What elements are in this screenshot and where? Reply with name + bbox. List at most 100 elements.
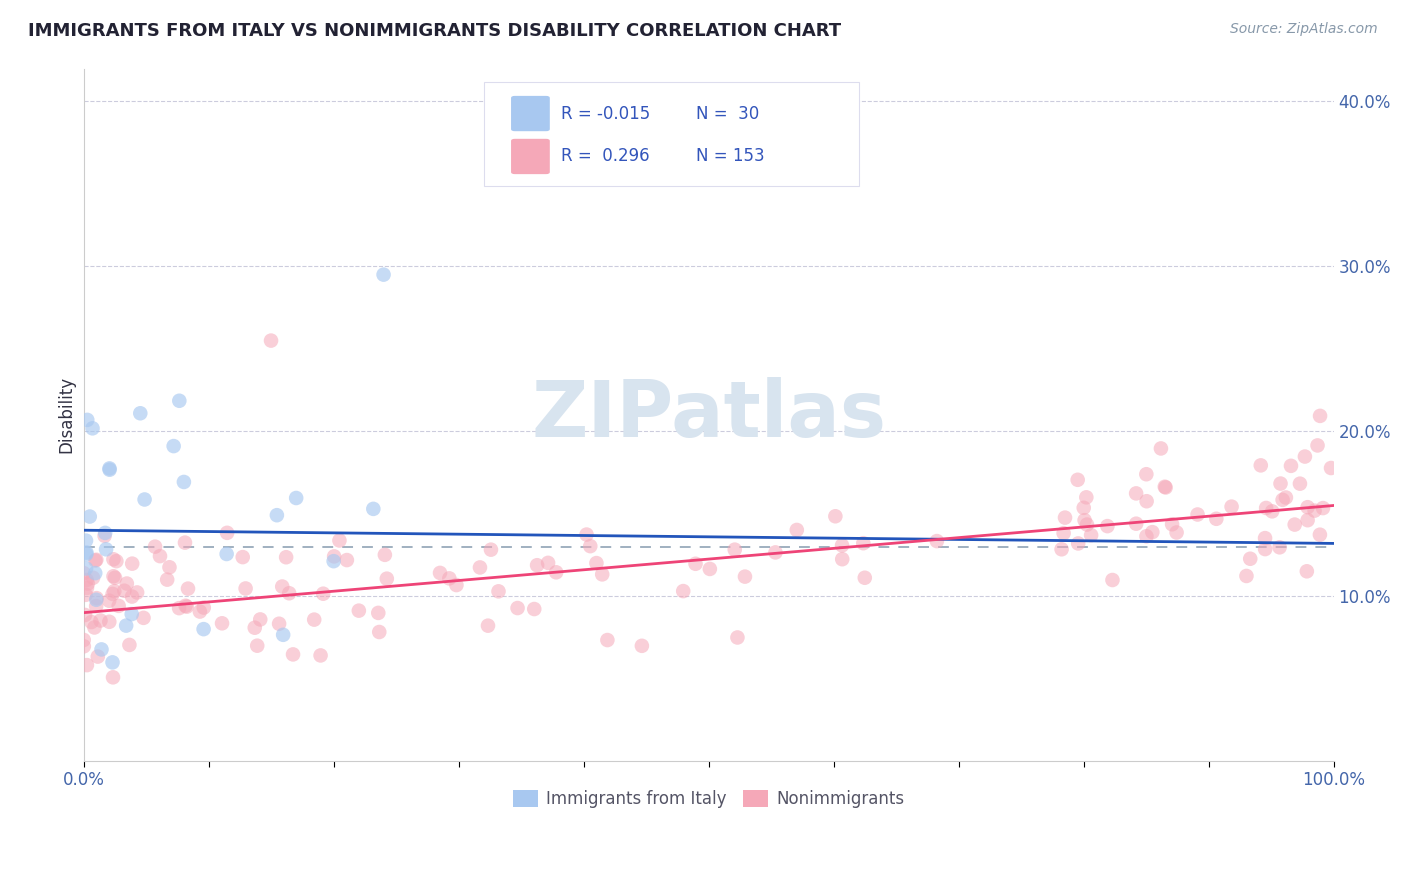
Point: [824, 509, 846, 524]
Point: [1136, 494, 1159, 508]
Point: [672, 584, 695, 599]
Point: [1279, 458, 1302, 473]
Point: [75, 561, 97, 575]
Point: [103, 584, 125, 599]
Point: [831, 552, 853, 566]
Point: [373, 268, 395, 282]
Point: [98, 463, 121, 477]
Point: [101, 656, 124, 670]
Point: [101, 587, 124, 601]
Point: [105, 554, 128, 568]
Point: [446, 578, 468, 592]
Point: [121, 590, 143, 604]
Point: [1261, 504, 1284, 518]
Point: [374, 548, 396, 562]
Point: [167, 601, 190, 615]
Point: [596, 633, 619, 648]
FancyBboxPatch shape: [484, 82, 859, 186]
Point: [115, 576, 138, 591]
Point: [591, 567, 613, 582]
Point: [852, 536, 875, 550]
Point: [243, 621, 266, 635]
Text: IMMIGRANTS FROM ITALY VS NONIMMIGRANTS DISABILITY CORRELATION CHART: IMMIGRANTS FROM ITALY VS NONIMMIGRANTS D…: [28, 22, 841, 40]
Point: [86, 553, 108, 567]
Point: [1205, 512, 1227, 526]
Point: [367, 606, 389, 620]
Point: [156, 573, 179, 587]
Point: [1135, 467, 1157, 482]
Point: [193, 622, 215, 636]
Point: [73, 640, 96, 654]
Point: [685, 557, 707, 571]
Point: [86, 591, 108, 606]
Point: [1296, 513, 1319, 527]
Point: [1270, 476, 1292, 491]
Point: [75, 588, 97, 602]
Point: [546, 566, 568, 580]
Point: [271, 580, 294, 594]
Point: [429, 566, 451, 580]
Point: [1250, 458, 1272, 473]
Point: [1101, 573, 1123, 587]
Point: [82, 421, 104, 435]
Point: [169, 393, 191, 408]
Point: [121, 607, 143, 621]
Point: [76, 545, 98, 559]
Point: [585, 556, 607, 570]
Point: [1275, 491, 1298, 505]
Point: [76, 413, 98, 427]
Point: [1306, 438, 1329, 452]
Point: [173, 475, 195, 489]
Point: [302, 613, 325, 627]
Point: [724, 542, 747, 557]
Point: [734, 569, 756, 583]
Point: [176, 599, 198, 614]
Point: [84, 566, 107, 581]
Point: [77, 576, 100, 591]
Point: [1097, 519, 1119, 533]
Point: [103, 569, 125, 583]
Point: [368, 625, 391, 640]
Point: [1295, 564, 1317, 578]
Point: [276, 550, 298, 565]
Point: [523, 602, 546, 616]
Point: [1076, 517, 1098, 532]
Point: [1066, 473, 1088, 487]
Point: [278, 586, 301, 600]
Point: [1284, 517, 1306, 532]
Point: [1166, 525, 1188, 540]
Point: [1271, 492, 1294, 507]
Point: [87, 649, 110, 664]
Point: [322, 554, 344, 568]
Text: R = -0.015: R = -0.015: [561, 104, 651, 122]
Point: [1256, 500, 1278, 515]
Point: [1296, 500, 1319, 515]
Point: [1161, 517, 1184, 532]
Point: [1309, 527, 1331, 541]
Legend: Immigrants from Italy, Nonimmigrants: Immigrants from Italy, Nonimmigrants: [506, 783, 911, 815]
Point: [323, 549, 346, 564]
Point: [1050, 542, 1073, 557]
Text: Source: ZipAtlas.com: Source: ZipAtlas.com: [1230, 22, 1378, 37]
Point: [309, 648, 332, 663]
Point: [579, 539, 602, 553]
Point: [1125, 486, 1147, 500]
FancyBboxPatch shape: [510, 95, 550, 131]
Point: [174, 599, 197, 613]
Point: [363, 501, 385, 516]
Point: [84, 553, 107, 567]
Point: [1073, 513, 1095, 527]
Point: [76, 573, 98, 587]
Point: [347, 604, 370, 618]
Point: [506, 601, 529, 615]
Point: [1294, 450, 1316, 464]
Point: [129, 406, 152, 420]
Point: [1073, 500, 1095, 515]
Point: [73, 632, 96, 647]
Point: [149, 549, 172, 563]
Point: [1239, 551, 1261, 566]
Text: N = 153: N = 153: [696, 147, 765, 166]
Point: [84, 592, 107, 607]
Point: [1320, 461, 1343, 475]
Point: [1309, 409, 1331, 423]
